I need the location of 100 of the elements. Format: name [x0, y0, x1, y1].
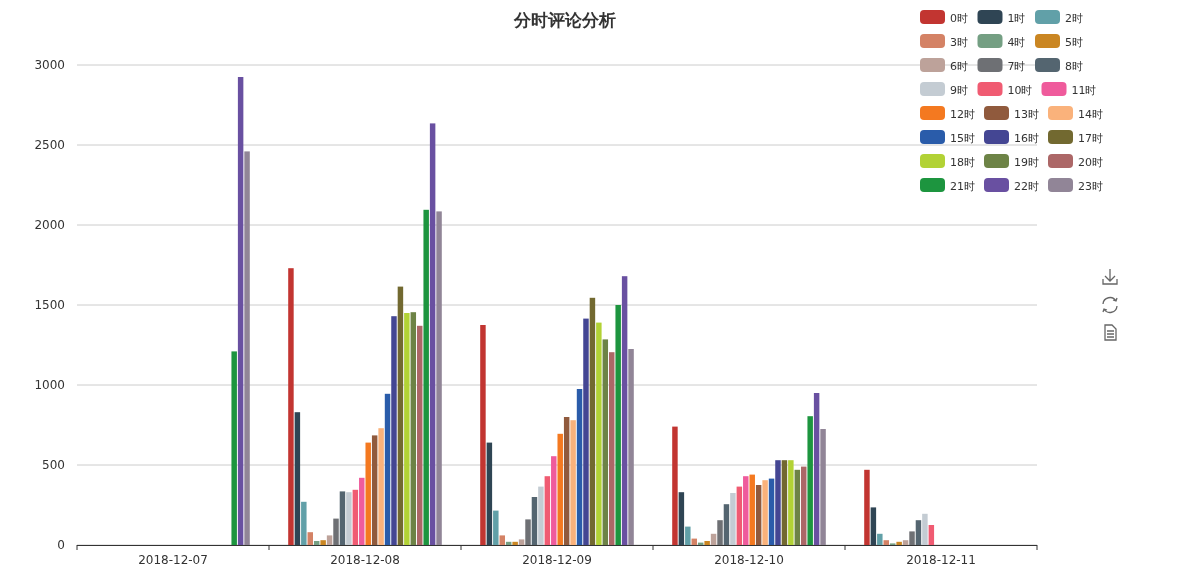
bar: [480, 325, 486, 545]
legend-label: 1时: [1007, 11, 1026, 25]
bar: [512, 541, 518, 545]
bar: [736, 486, 743, 545]
bar: [685, 526, 691, 545]
bar: [417, 325, 423, 545]
chart-title: 分时评论分析: [512, 10, 616, 30]
bar: [531, 497, 538, 545]
bar: [589, 297, 596, 545]
bar: [583, 318, 589, 545]
bar: [602, 339, 609, 545]
bar: [326, 535, 333, 545]
bar: [788, 460, 794, 545]
bar: [864, 469, 870, 545]
x-tick-label: 2018-12-10: [714, 553, 784, 567]
legend-label: 0时: [950, 11, 968, 25]
legend-label: 21时: [950, 179, 975, 193]
bar: [877, 533, 883, 545]
bar: [404, 313, 410, 545]
bar: [621, 276, 628, 545]
legend-label: 11时: [1071, 83, 1097, 97]
legend-label: 9时: [950, 83, 968, 97]
y-tick-label: 0: [57, 538, 65, 552]
bar: [609, 352, 615, 545]
bar: [807, 416, 813, 545]
legend-label: 18时: [950, 155, 975, 169]
bar: [365, 442, 371, 545]
bar: [820, 429, 826, 545]
bar: [301, 501, 307, 545]
x-tick-label: 2018-12-08: [330, 553, 400, 567]
bar: [762, 480, 768, 545]
bar: [781, 460, 788, 545]
legend-label: 5时: [1065, 35, 1083, 49]
legend-label: 17时: [1078, 131, 1103, 145]
y-tick-label: 1500: [34, 298, 65, 312]
bar: [429, 123, 436, 545]
bar: [775, 460, 781, 545]
bar: [544, 476, 551, 545]
legend-label: 4时: [1007, 35, 1026, 49]
bar: [743, 476, 749, 545]
legend-label: 19时: [1014, 155, 1039, 169]
bar: [288, 268, 294, 545]
y-tick-label: 3000: [34, 58, 65, 72]
bar: [391, 316, 397, 545]
bar: [384, 393, 391, 545]
bar: [710, 533, 717, 545]
y-tick-label: 1000: [34, 378, 65, 392]
bar: [928, 525, 935, 545]
legend-label: 3时: [950, 35, 968, 49]
bar: [596, 322, 602, 545]
bar: [307, 532, 313, 545]
bar: [359, 477, 365, 545]
bar: [909, 531, 915, 545]
bar: [551, 456, 557, 545]
bar: [378, 428, 384, 545]
bar: [231, 351, 237, 545]
bar: [896, 541, 902, 545]
bar: [801, 466, 807, 545]
y-tick-label: 2000: [34, 218, 65, 232]
bar: [768, 478, 775, 545]
bar: [902, 540, 909, 545]
bar: [615, 305, 621, 545]
bar: [717, 520, 723, 545]
y-tick-label: 2500: [34, 138, 65, 152]
bar: [704, 541, 710, 545]
bar: [794, 469, 801, 545]
bar: [883, 540, 889, 545]
bar: [423, 209, 429, 545]
bar: [493, 510, 499, 545]
bar: [678, 492, 685, 545]
bar: [333, 518, 339, 545]
bar: [557, 433, 563, 545]
legend-label: 13时: [1014, 107, 1039, 121]
bar: [320, 540, 326, 545]
legend-label: 7时: [1007, 59, 1026, 73]
bar: [244, 151, 250, 545]
bar: [339, 491, 346, 545]
bar: [813, 393, 820, 545]
bar: [294, 412, 301, 545]
y-tick-label: 500: [42, 458, 65, 472]
x-tick-label: 2018-12-11: [906, 553, 976, 567]
bar: [499, 535, 505, 545]
legend-label: 6时: [950, 59, 968, 73]
bar: [313, 541, 320, 545]
legend-label: 15时: [950, 131, 975, 145]
bar: [436, 211, 442, 545]
bar: [915, 520, 922, 545]
legend-label: 8时: [1065, 59, 1083, 73]
legend-label: 23时: [1078, 179, 1103, 193]
bar: [570, 420, 576, 545]
bar: [628, 349, 634, 545]
bar: [749, 474, 755, 545]
bar: [518, 539, 525, 545]
legend-label: 10时: [1007, 83, 1033, 97]
bar: [525, 519, 531, 545]
legend-label: 14时: [1078, 107, 1103, 121]
bar: [576, 389, 583, 545]
bar: [870, 507, 877, 545]
bar: [397, 286, 404, 545]
bar: [237, 77, 244, 545]
